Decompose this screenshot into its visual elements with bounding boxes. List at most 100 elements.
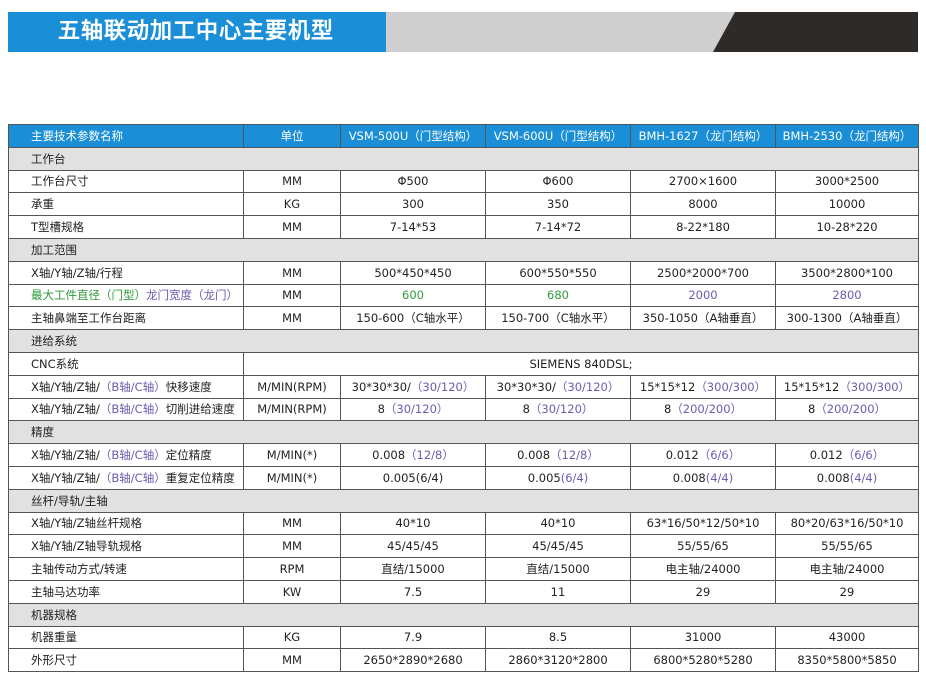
text-segment: 0.012 [809,448,843,463]
header-row: 主要技术参数名称 单位 VSM-500U（门型结构） VSM-600U（门型结构） BM… [8,124,919,148]
value-cell: 30*30*30/（30/120） [485,374,631,399]
param-name: T型槽规格 [8,215,244,239]
value-cell: 350-1050（A轴垂直） [630,306,776,331]
value-cell: 0.008（12/8） [485,443,631,467]
value-cell: 300-1300（A轴垂直） [775,306,919,331]
value-cell: 2800 [775,283,919,308]
section-label: 进给系统 [8,329,919,353]
value-cell: 31000 [630,625,776,650]
data-row: X轴/Y轴/Z轴丝杆规格 MM 40*10 40*10 63*16/50*12/50*1… [8,511,919,536]
value-cell: 43000 [775,625,919,650]
value-cell: 500*450*450 [340,260,486,285]
text-segment: 2800 [832,288,862,303]
text-segment: （200/200） [671,402,743,417]
param-name: 外形尺寸 [8,648,244,673]
value-cell: 0.008（12/8） [340,443,486,467]
text-segment: 8 [807,402,816,417]
text-segment: 0.008 [672,470,706,485]
text-segment: 最大工件直径（门型） [31,288,146,303]
column-header: 主要技术参数名称 [8,124,244,148]
text-segment: 0.005 [527,470,561,485]
value-cell: 0.008(4/4) [775,465,919,490]
value-cell: 680 [485,283,631,308]
unit: MM [243,169,341,194]
value-cell: 0.005(6/4) [485,465,631,490]
banner: 五轴联动加工中心主要机型 [8,12,918,52]
value-cell: 0.012（6/6） [775,443,919,467]
unit: MM [243,534,341,559]
section-row: 机器规格 [8,602,919,627]
value-cell: 80*20/63*16/50*10 [775,511,919,536]
value-cell: 0.012（6/6） [630,443,776,467]
text-segment: X轴/Y轴/Z轴/ [31,470,100,485]
unit: RPM [243,557,341,581]
text-segment: （B轴/C轴） [99,379,166,394]
value-cell: 6800*5280*5280 [630,648,776,673]
text-segment: X轴/Y轴/Z轴/ [31,402,100,417]
param-name: 工作台尺寸 [8,169,244,194]
value-cell: 300 [340,192,486,217]
section-label: 工作台 [8,146,919,171]
text-segment: 680 [547,288,569,303]
text-segment: 8 [522,402,530,417]
data-row: 承重 KG 300 350 8000 10000 [8,192,919,217]
param-name: X轴/Y轴/Z轴/（B轴/C轴）切削进给速度 [8,397,244,422]
text-segment: 切削进给速度 [165,402,235,417]
data-row: 工作台尺寸 MM Φ500 Φ600 2700×1600 3000*2500 [8,169,919,194]
text-segment: （B轴/C轴） [99,402,166,417]
unit: KG [243,192,341,217]
param-name: 最大工件直径（门型）龙门宽度（龙门） [8,283,244,308]
column-header: 单位 [243,124,341,148]
value-cell: 7-14*53 [340,215,486,239]
param-name: 主轴马达功率 [8,579,244,604]
value-cell: 2500*2000*700 [630,260,776,285]
value-cell: 40*10 [340,511,486,536]
text-segment: 15*15*12 [783,379,840,394]
data-row: 主轴传动方式/转速 RPM 直结/15000 直结/15000 电主轴/24000 电主轴… [8,557,919,581]
value-cell: 150-600（C轴水平） [340,306,486,331]
value-cell: 直结/15000 [485,557,631,581]
text-segment: （6/6） [842,448,885,463]
param-name: X轴/Y轴/Z轴/（B轴/C轴）定位精度 [8,443,244,467]
data-row: X轴/Y轴/Z轴/（B轴/C轴）切削进给速度 M/MIN(RPM) 8（30/120… [8,397,919,422]
unit: MM [243,215,341,239]
text-segment: （12/8） [550,448,599,463]
value-cell: 2000 [630,283,776,308]
unit: KW [243,579,341,604]
column-header: BMH-2530（龙门结构） [775,124,919,148]
value-cell: 3000*2500 [775,169,919,194]
value-cell: 电主轴/24000 [630,557,776,581]
spec-table: 主要技术参数名称 单位 VSM-500U（门型结构） VSM-600U（门型结构） BM… [8,124,919,673]
param-name: CNC系统 [8,351,244,376]
data-row: X轴/Y轴/Z轴导轨规格 MM 45/45/45 45/45/45 55/55/65 55… [8,534,919,559]
value-cell: 45/45/45 [485,534,631,559]
value-cell: 0.005(6/4) [340,465,486,490]
text-segment: （300/300） [839,379,911,394]
value-cell: 8350*5800*5850 [775,648,919,673]
value-cell: 10-28*220 [775,215,919,239]
unit: M/MIN(RPM) [243,397,341,422]
text-segment: 2000 [688,288,718,303]
param-name: X轴/Y轴/Z轴丝杆规格 [8,511,244,536]
value-cell: 29 [630,579,776,604]
data-row: X轴/Y轴/Z轴/（B轴/C轴）重复定位精度 M/MIN(*) 0.005(6/4)… [8,465,919,490]
value-cell: 7-14*72 [485,215,631,239]
value-cell: 600*550*550 [485,260,631,285]
data-row: 外形尺寸 MM 2650*2890*2680 2860*3120*2800 6800*5… [8,648,919,673]
param-name: X轴/Y轴/Z轴/（B轴/C轴）重复定位精度 [8,465,244,490]
unit: MM [243,306,341,331]
unit: MM [243,283,341,308]
unit: M/MIN(RPM) [243,374,341,399]
value-cell: 15*15*12（300/300） [775,374,919,399]
text-segment: 0.012 [665,448,699,463]
value-cell: 350 [485,192,631,217]
value-cell: 11 [485,579,631,604]
column-header: VSM-500U（门型结构） [340,124,486,148]
value-cell: 8（200/200） [775,397,919,422]
param-name: X轴/Y轴/Z轴/（B轴/C轴）快移速度 [8,374,244,399]
value-cell: Φ500 [340,169,486,194]
value-cell: 8.5 [485,625,631,650]
value-cell: 8（30/120） [485,397,631,422]
section-row: 丝杆/导轨/主轴 [8,488,919,513]
value-cell: 600 [340,283,486,308]
